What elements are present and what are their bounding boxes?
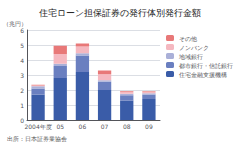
svg-text:ノンバンク: ノンバンク: [179, 44, 209, 51]
svg-text:その他: その他: [179, 35, 197, 43]
svg-text:都市銀行・信託銀行: 都市銀行・信託銀行: [179, 62, 233, 69]
svg-text:1: 1: [20, 102, 24, 109]
svg-text:09: 09: [145, 123, 153, 130]
svg-text:07: 07: [101, 123, 109, 130]
svg-text:地域銀行: 地域銀行: [178, 53, 203, 60]
svg-text:05: 05: [56, 123, 64, 130]
svg-text:2004年度: 2004年度: [24, 123, 51, 130]
svg-text:住宅ローン担保証券の発行体別発行金額: 住宅ローン担保証券の発行体別発行金額: [39, 8, 201, 18]
svg-text:2: 2: [20, 87, 24, 94]
svg-text:3: 3: [20, 72, 24, 79]
svg-text:（兆円）: （兆円）: [3, 19, 27, 27]
svg-text:5: 5: [20, 42, 24, 49]
svg-text:4: 4: [20, 57, 24, 64]
svg-text:6: 6: [20, 27, 24, 34]
svg-text:08: 08: [123, 123, 131, 130]
svg-text:住宅金融支援機構: 住宅金融支援機構: [178, 71, 227, 78]
svg-text:0: 0: [20, 116, 24, 124]
svg-text:06: 06: [79, 123, 87, 130]
svg-text:出所：日本証券業協会: 出所：日本証券業協会: [7, 135, 67, 142]
